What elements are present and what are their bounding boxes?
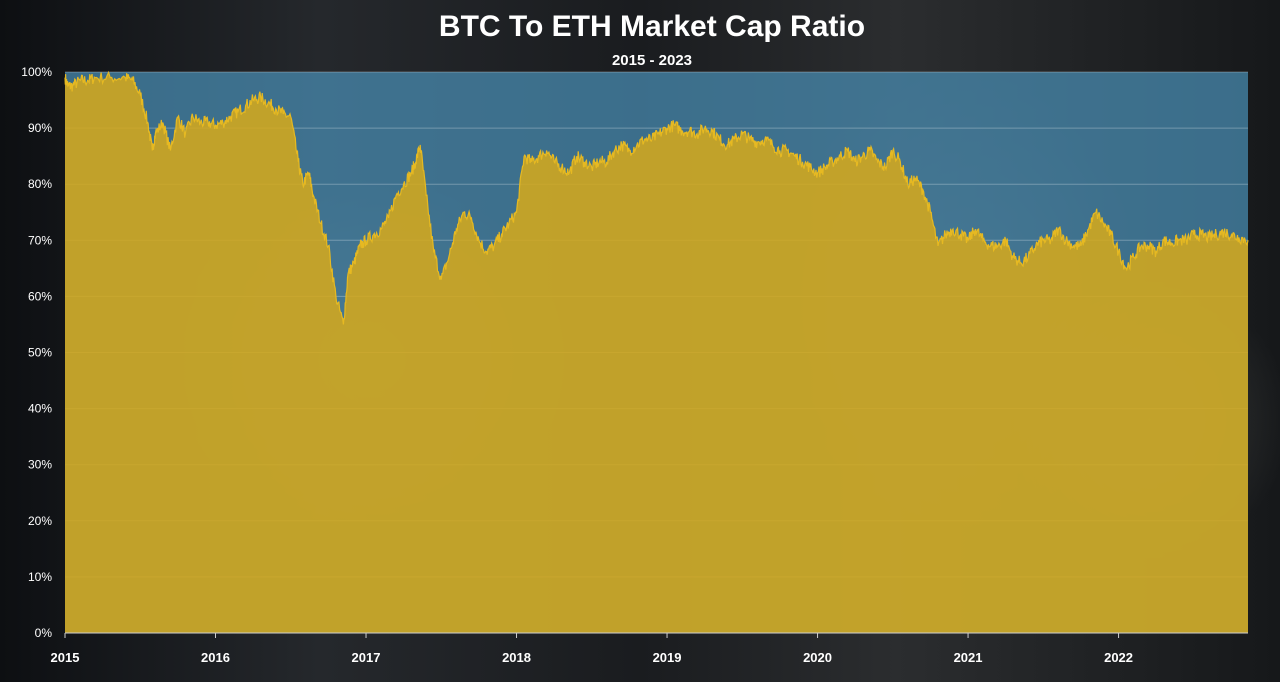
x-tick-label: 2020 [803, 650, 832, 665]
y-axis-ticks: 0% 10% 20% 30% 40% 50% 60% 70% 80% 90% 100% [21, 65, 52, 640]
y-tick-label: 90% [28, 121, 52, 135]
x-tick-label: 2017 [352, 650, 381, 665]
x-axis-ticks: 2015 2016 2017 2018 2019 2020 2021 2022 [51, 633, 1133, 665]
y-tick-label: 20% [28, 514, 52, 528]
y-tick-label: 100% [21, 65, 52, 79]
y-tick-label: 30% [28, 458, 52, 472]
x-tick-label: 2016 [201, 650, 230, 665]
x-tick-label: 2019 [653, 650, 682, 665]
x-tick-label: 2018 [502, 650, 531, 665]
chart-title: BTC To ETH Market Cap Ratio [439, 10, 865, 43]
x-tick-label: 2022 [1104, 650, 1133, 665]
y-tick-label: 60% [28, 289, 52, 303]
y-tick-label: 70% [28, 233, 52, 247]
y-tick-label: 50% [28, 346, 52, 360]
x-tick-label: 2015 [51, 650, 80, 665]
btc-share-area [65, 72, 1248, 633]
y-tick-label: 10% [28, 570, 52, 584]
x-tick-label: 2021 [954, 650, 983, 665]
y-tick-label: 80% [28, 177, 52, 191]
btc-share-line [64, 70, 1249, 325]
y-tick-label: 0% [35, 626, 53, 640]
chart-subtitle: 2015 - 2023 [612, 52, 692, 69]
y-tick-label: 40% [28, 402, 52, 416]
